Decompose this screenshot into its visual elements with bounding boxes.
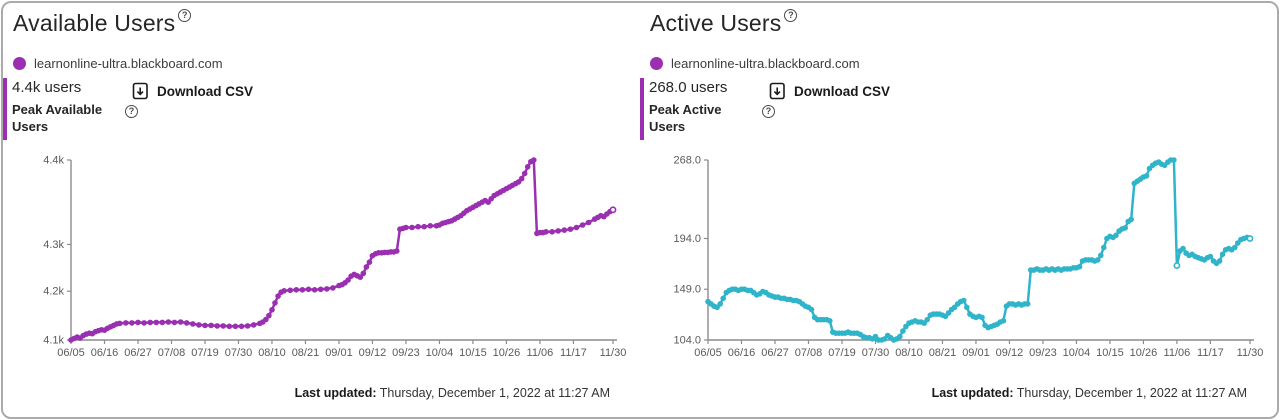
svg-text:194.0: 194.0 [673,233,701,245]
svg-text:09/23: 09/23 [392,347,420,359]
help-icon[interactable]: ? [178,9,192,23]
svg-text:06/16: 06/16 [728,347,756,359]
stat-value: 268.0 users [649,79,728,96]
svg-text:08/21: 08/21 [292,347,320,359]
download-csv-icon [132,82,148,100]
svg-text:11/17: 11/17 [1197,347,1224,359]
page-title: Active Users? [640,8,1277,38]
svg-text:09/23: 09/23 [1029,347,1057,359]
svg-text:10/15: 10/15 [459,347,487,359]
svg-text:06/27: 06/27 [761,347,789,359]
svg-text:06/16: 06/16 [91,347,119,359]
last-updated: Last updated: Thursday, December 1, 2022… [640,386,1277,400]
last-updated-value: Thursday, December 1, 2022 at 11:27 AM [1016,386,1247,400]
download-csv-label: Download CSV [794,83,891,99]
help-icon[interactable]: ? [125,105,138,118]
stat-label: Peak Active Users [649,102,722,134]
svg-text:06/05: 06/05 [694,347,722,359]
axes: 4.1k 4.2k 4.3k 4.4k 06/05 06/16 06/27 07/08 07/1… [43,155,626,360]
download-csv-label: Download CSV [157,83,254,99]
svg-text:08/21: 08/21 [929,347,957,359]
svg-text:4.1k: 4.1k [43,335,64,347]
last-updated: Last updated: Thursday, December 1, 2022… [3,386,640,400]
svg-text:104.0: 104.0 [673,335,701,347]
svg-text:06/05: 06/05 [57,347,85,359]
svg-text:4.2k: 4.2k [43,286,64,298]
svg-text:07/30: 07/30 [225,347,253,359]
svg-text:06/27: 06/27 [124,347,152,359]
available-users-title: Available Users [13,10,176,36]
svg-text:09/12: 09/12 [359,347,387,359]
available-users-chart: 4.1k 4.2k 4.3k 4.4k 06/05 06/16 06/27 07/08 07/1… [43,155,626,360]
axes: 104.0 149.0 194.0 268.0 06/05 06/16 06/27 07/08… [673,155,1263,360]
svg-text:10/04: 10/04 [426,347,454,359]
page-title: Available Users? [3,8,640,38]
legend-dot-icon [650,56,663,70]
legend-dot-icon [13,56,26,70]
peak-available-stat: 4.4k users Peak Available Users ? Downlo… [3,78,640,140]
svg-text:268.0: 268.0 [673,155,701,167]
download-csv-icon [769,82,785,100]
help-icon[interactable]: ? [762,105,775,118]
data-line [707,158,1251,342]
active-users-title: Active Users [650,10,782,36]
data-points [705,157,1254,343]
svg-text:149.0: 149.0 [673,284,701,296]
svg-text:4.3k: 4.3k [43,239,64,251]
svg-text:07/08: 07/08 [158,347,186,359]
svg-text:09/01: 09/01 [325,347,353,359]
last-updated-label: Last updated: [294,386,377,400]
svg-text:10/26: 10/26 [493,347,521,359]
svg-text:11/06: 11/06 [1164,347,1191,359]
legend: learnonline-ultra.blackboard.com [3,55,640,71]
svg-text:07/08: 07/08 [795,347,823,359]
svg-text:07/19: 07/19 [828,347,856,359]
stat-accent-bar [3,78,7,140]
svg-text:08/10: 08/10 [258,347,286,359]
svg-text:11/17: 11/17 [560,347,587,359]
last-updated-label: Last updated: [931,386,1014,400]
legend-label: learnonline-ultra.blackboard.com [671,55,860,71]
svg-text:08/10: 08/10 [895,347,923,359]
download-csv-button[interactable]: Download CSV [132,82,253,100]
svg-text:10/04: 10/04 [1063,347,1091,359]
stat-value: 4.4k users [12,79,82,96]
svg-text:07/19: 07/19 [191,347,219,359]
last-updated-value: Thursday, December 1, 2022 at 11:27 AM [379,386,610,400]
svg-text:11/06: 11/06 [527,347,554,359]
svg-text:09/01: 09/01 [962,347,990,359]
svg-text:10/15: 10/15 [1096,347,1124,359]
stat-accent-bar [640,78,644,140]
data-points [68,157,617,343]
svg-text:4.4k: 4.4k [43,155,64,167]
svg-text:10/26: 10/26 [1130,347,1158,359]
stat-label: Peak Available Users [12,102,103,134]
legend: learnonline-ultra.blackboard.com [640,55,1277,71]
svg-text:11/30: 11/30 [1237,347,1264,359]
svg-text:07/30: 07/30 [862,347,890,359]
help-icon[interactable]: ? [784,9,798,23]
legend-label: learnonline-ultra.blackboard.com [34,55,223,71]
active-users-panel: Active Users? learnonline-ultra.blackboa… [640,3,1277,417]
svg-text:11/30: 11/30 [600,347,627,359]
download-csv-button[interactable]: Download CSV [769,82,890,100]
peak-active-stat: 268.0 users Peak Active Users ? Download… [640,78,1277,140]
svg-text:09/12: 09/12 [996,347,1024,359]
active-users-chart: 104.0 149.0 194.0 268.0 06/05 06/16 06/27 07/08… [673,155,1263,360]
data-line [70,158,614,342]
available-users-panel: Available Users? learnonline-ultra.black… [3,3,640,417]
